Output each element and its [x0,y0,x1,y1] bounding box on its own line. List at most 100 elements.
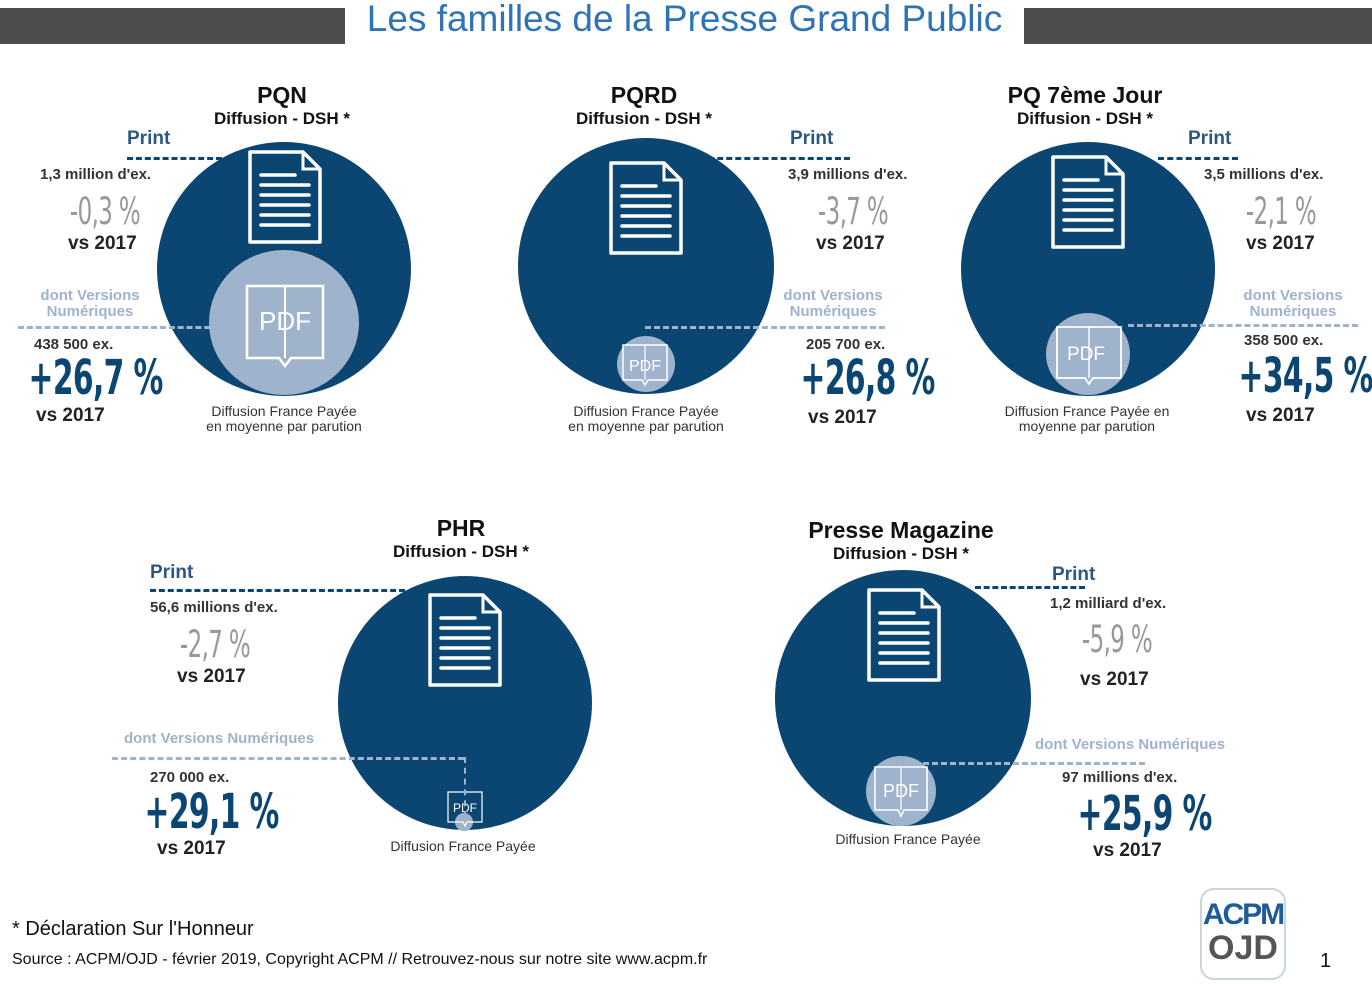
footnote: * Déclaration Sur l'Honneur [12,918,254,940]
mag-print-change: -5,9 % [1081,618,1153,661]
pqn-title: PQN [257,82,307,108]
mag-digital-count: 97 millions d'ex. [1062,769,1178,786]
pdf-icon: PDF [622,344,668,387]
pq7-digital-vs: vs 2017 [1246,405,1315,426]
page-title: Les familles de la Presse Grand Public [366,0,1003,39]
svg-text:PDF: PDF [883,781,919,801]
pqrd-print-vs: vs 2017 [816,233,885,254]
pqn-print-label: Print [127,128,171,149]
pqn-print-vs: vs 2017 [68,233,137,254]
acpm-ojd-logo: ACPM OJD [1200,888,1286,980]
pq7-digital-label: dont Versions Numériques [1228,288,1358,320]
header-bar-left [0,8,345,44]
newspaper-icon [609,161,683,255]
svg-text:PDF: PDF [1067,344,1105,365]
pq7-print-vs: vs 2017 [1246,233,1315,254]
pqrd-print-label: Print [790,128,834,149]
pqrd-caption-line2: en moyenne par parution [568,418,724,434]
phr-subtitle: Diffusion - DSH * [393,542,529,561]
mag-print-label: Print [1052,564,1096,585]
phr-print-leader [150,589,405,592]
mag-print-count: 1,2 milliard d'ex. [1050,595,1167,612]
pqn-subtitle: Diffusion - DSH * [214,109,350,128]
phr-print-vs: vs 2017 [177,666,246,687]
pqrd-caption-line1: Diffusion France Payée [573,403,719,419]
pqn-print-count: 1,3 million d'ex. [40,166,152,183]
pq7-print-change: -2,1 % [1245,190,1317,233]
source-line: Source : ACPM/OJD - février 2019, Copyri… [12,951,708,968]
pq7-digital-leader [1128,324,1358,327]
mag-print-leader [975,586,1085,589]
pq7-title: PQ 7ème Jour [1007,82,1163,108]
svg-text:PDF: PDF [259,306,311,336]
pq7-subtitle: Diffusion - DSH * [1017,109,1153,128]
page-number: 1 [1320,950,1332,972]
phr-digital-vs: vs 2017 [157,838,226,859]
phr-digital-leader-vertical [464,757,466,817]
logo-line2: OJD [1208,929,1278,967]
mag-digital-change: +25,9 % [1077,786,1213,842]
mag-subtitle: Diffusion - DSH * [833,544,969,563]
phr-digital-count: 270 000 ex. [150,769,230,786]
pqn-digital-label-line1: dont Versions [40,287,140,304]
header-bar-right [1024,8,1372,44]
phr-print-label: Print [150,562,194,583]
pq7-digital-label-line1: dont Versions [1243,287,1343,304]
pqrd-title: PQRD [610,82,678,108]
pq7-print-count: 3,5 millions d'ex. [1204,166,1324,183]
logo-line1: ACPM [1202,898,1285,931]
pqn-digital-vs: vs 2017 [36,405,105,426]
mag-digital-label: dont Versions Numériques [1035,736,1226,753]
pqrd-digital-leader [645,326,885,329]
pqrd-digital-count: 205 700 ex. [806,336,886,353]
pdf-icon: PDF [874,766,928,818]
phr-print-change: -2,7 % [179,623,251,666]
pqrd-digital-vs: vs 2017 [808,407,877,428]
pqrd-print-count: 3,9 millions d'ex. [788,166,908,183]
mag-digital-vs: vs 2017 [1093,840,1162,861]
newspaper-icon [867,588,941,682]
pqn-digital-label: dont Versions Numériques [20,288,160,320]
pdf-icon: PDF [245,284,325,369]
pq7-caption: Diffusion France Payée en moyenne par pa… [987,404,1187,434]
pqn-caption-line2: en moyenne par parution [206,418,362,434]
pqrd-digital-change: +26,8 % [800,350,936,406]
pq7-digital-label-line2: Numériques [1249,303,1337,320]
pqrd-caption: Diffusion France Payée en moyenne par pa… [546,404,746,434]
pq7-print-leader [1158,157,1238,160]
pqrd-subtitle: Diffusion - DSH * [576,109,712,128]
pqrd-print-leader [690,157,850,160]
pq7-caption-line2: moyenne par parution [1018,418,1156,434]
pqn-digital-change: +26,7 % [28,350,164,406]
mag-digital-leader [905,762,1145,765]
pqn-digital-label-line2: Numériques [46,303,134,320]
phr-digital-change: +29,1 % [144,784,280,840]
phr-print-count: 56,6 millions d'ex. [150,599,278,616]
pqn-digital-leader [18,326,228,329]
pqrd-digital-label: dont Versions Numériques [768,288,898,320]
pq7-caption-line1: Diffusion France Payée en [1004,403,1170,419]
pq7-print-label: Print [1188,128,1232,149]
pqrd-print-change: -3,7 % [817,190,889,233]
phr-caption: Diffusion France Payée [390,838,536,854]
pqn-digital-count: 438 500 ex. [34,336,114,353]
newspaper-icon [1051,155,1125,249]
phr-digital-label: dont Versions Numériques [124,730,315,747]
mag-caption: Diffusion France Payée [835,831,981,847]
pqn-print-change: -0,3 % [69,190,141,233]
pqrd-digital-label-line2: Numériques [789,303,877,320]
svg-text:PDF: PDF [629,358,661,375]
pdf-icon: PDF [1056,326,1122,386]
phr-digital-circle [455,813,473,831]
pqrd-digital-label-line1: dont Versions [783,287,883,304]
pqn-caption: Diffusion France Payée en moyenne par pa… [184,404,384,434]
phr-digital-leader [112,757,464,760]
pq7-digital-change: +34,5 % [1238,348,1372,404]
mag-title: Presse Magazine [808,517,994,543]
newspaper-icon [428,593,502,687]
pqn-caption-line1: Diffusion France Payée [211,403,357,419]
pqn-print-leader [127,157,222,160]
phr-title: PHR [436,515,486,541]
mag-print-vs: vs 2017 [1080,669,1149,690]
pq7-digital-count: 358 500 ex. [1244,332,1324,349]
